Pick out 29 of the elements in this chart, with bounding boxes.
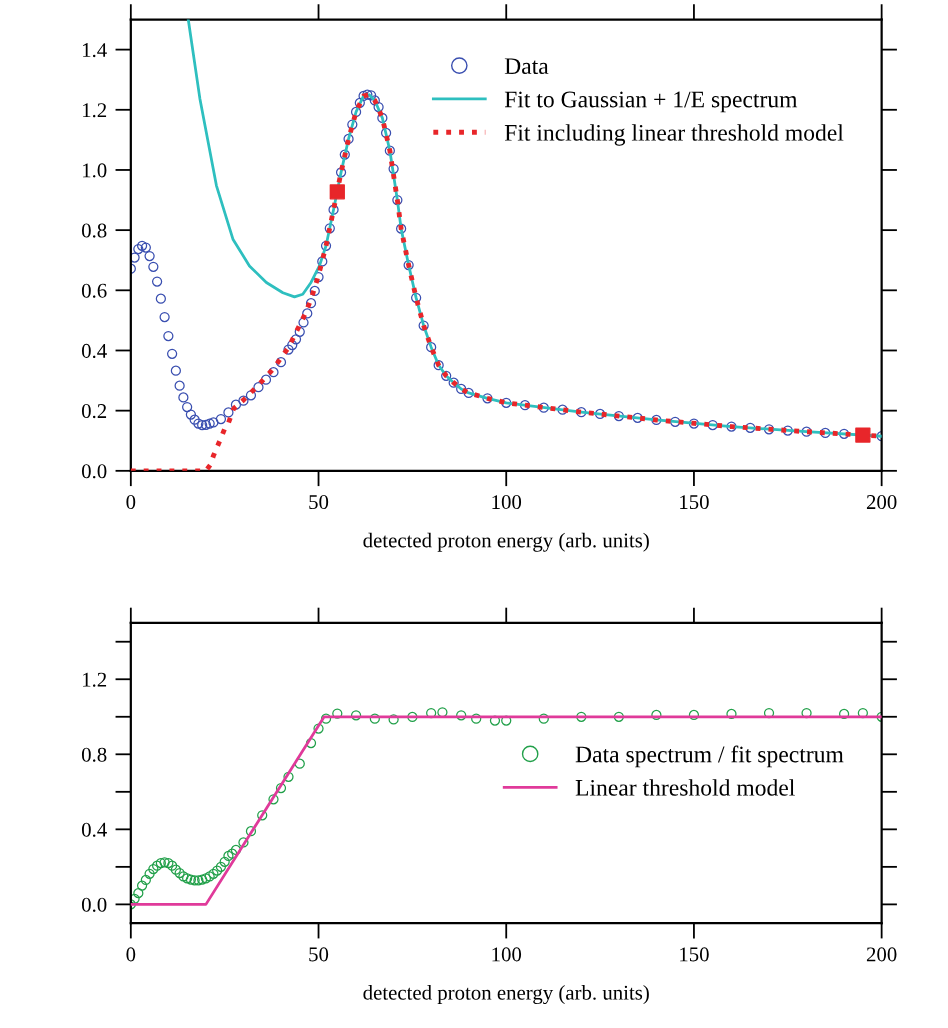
- y-tick-label: 0.6: [81, 283, 107, 298]
- x-tick-label: 150: [680, 947, 709, 962]
- y-tick-label: 0.2: [81, 404, 107, 419]
- x-tick-label: 100: [492, 947, 522, 962]
- x-axis-title: detected proton energy (arb. units): [363, 532, 649, 552]
- x-tick-label: 50: [309, 947, 329, 962]
- y-tick-label: 0.4: [81, 822, 107, 837]
- y-tick-label: 0.0: [81, 897, 107, 912]
- x-axis-title: detected proton energy (arb. units): [363, 985, 649, 1005]
- x-tick-label: 200: [866, 947, 897, 962]
- y-tick-label: 0.4: [81, 343, 107, 358]
- y-tick-label: 0.8: [81, 223, 107, 238]
- legend-label: Fit to Gaussian + 1/E spectrum: [504, 91, 798, 113]
- x-tick-label: 200: [866, 495, 897, 510]
- legend-label: Linear threshold model: [575, 779, 795, 796]
- y-tick-label: 0.8: [81, 747, 107, 762]
- x-tick-label: 150: [680, 495, 709, 510]
- x-tick-label: 100: [492, 495, 522, 510]
- y-tick-label: 0.0: [81, 464, 107, 479]
- y-tick-label: 1.2: [83, 103, 107, 118]
- y-tick-label: 1.0: [83, 163, 107, 178]
- x-tick-label: 0: [126, 947, 136, 962]
- x-tick-label: 0: [126, 495, 136, 510]
- legend-label: Data: [504, 58, 549, 75]
- y-tick-label: 1.4: [83, 43, 107, 58]
- legend-label: Fit including linear threshold model: [504, 124, 844, 146]
- x-tick-label: 50: [309, 495, 329, 510]
- y-tick-label: 1.2: [83, 672, 107, 687]
- legend-label: Data spectrum / fit spectrum: [575, 745, 844, 768]
